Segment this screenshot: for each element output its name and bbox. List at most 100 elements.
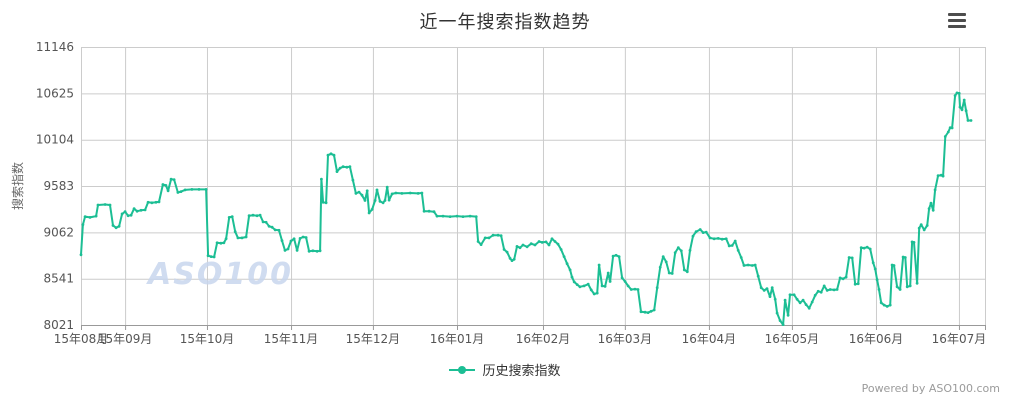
data-point — [212, 255, 216, 259]
data-point — [135, 209, 139, 213]
data-point — [448, 215, 452, 219]
data-point — [919, 223, 923, 227]
y-axis-title: 搜索指数 — [10, 162, 25, 210]
data-point — [762, 289, 766, 292]
data-point — [304, 236, 308, 239]
data-point — [289, 239, 293, 243]
data-point — [338, 166, 342, 170]
data-point — [111, 224, 115, 227]
data-point — [664, 260, 668, 264]
data-point — [912, 241, 916, 244]
data-point — [682, 268, 686, 272]
data-point — [724, 237, 728, 241]
data-point — [81, 223, 85, 227]
data-point — [712, 237, 716, 241]
data-point — [807, 306, 811, 310]
data-point — [332, 153, 336, 157]
data-point — [483, 236, 487, 240]
data-point — [856, 282, 860, 286]
x-axis-tick-label: 15年10月 — [180, 332, 235, 346]
data-point — [164, 184, 168, 187]
data-point — [298, 237, 302, 240]
data-point — [215, 241, 219, 245]
legend-line-icon — [449, 365, 476, 375]
data-point — [925, 224, 929, 227]
data-point — [629, 288, 633, 291]
data-point — [611, 254, 615, 258]
data-point — [816, 289, 820, 293]
x-axis-tick-label: 15年11月 — [264, 332, 319, 346]
data-point — [592, 292, 596, 296]
data-point — [103, 203, 107, 206]
data-point — [540, 241, 544, 244]
data-point — [882, 303, 886, 307]
data-point — [363, 199, 367, 202]
data-point — [244, 235, 248, 239]
data-point — [476, 240, 480, 243]
data-point — [320, 177, 323, 181]
data-point — [646, 311, 650, 314]
data-point — [553, 240, 557, 243]
data-point — [258, 213, 262, 217]
data-point — [108, 203, 112, 207]
data-point — [838, 276, 842, 280]
data-point — [321, 200, 325, 204]
data-point — [190, 188, 194, 191]
data-point — [964, 109, 968, 113]
data-point — [773, 297, 777, 301]
data-point — [114, 226, 118, 230]
data-point — [578, 285, 582, 289]
data-point — [351, 178, 355, 182]
data-point — [786, 313, 790, 317]
data-point — [716, 237, 720, 240]
data-point — [117, 224, 121, 228]
data-point — [161, 183, 165, 186]
data-point — [209, 255, 213, 258]
data-point — [649, 309, 653, 313]
data-point — [544, 240, 548, 244]
data-point — [273, 228, 277, 232]
data-point — [365, 189, 369, 193]
data-point — [946, 130, 950, 134]
data-point — [236, 236, 240, 240]
data-point — [927, 207, 931, 211]
data-point — [600, 284, 604, 288]
data-point — [505, 250, 509, 254]
data-point — [847, 256, 851, 259]
legend-item-history-index[interactable]: 历史搜索指数 — [0, 360, 1010, 379]
data-point — [879, 301, 883, 305]
data-point — [720, 237, 724, 241]
data-point — [292, 237, 296, 241]
data-point — [120, 212, 124, 216]
data-point — [435, 214, 439, 218]
data-point — [307, 249, 311, 253]
data-point — [408, 191, 412, 195]
data-point — [222, 241, 226, 245]
watermark-text: ASO100 — [146, 257, 293, 292]
data-point — [636, 288, 640, 291]
data-point — [929, 201, 933, 205]
data-point — [708, 236, 712, 240]
data-point — [348, 165, 352, 169]
data-point — [960, 108, 964, 112]
x-axis-tick-label: 15年08月 — [54, 332, 109, 346]
data-point — [491, 233, 495, 237]
data-point — [96, 203, 100, 207]
data-point — [496, 233, 500, 237]
y-axis-tick-label: 9062 — [43, 225, 74, 239]
data-point — [197, 188, 201, 191]
chart-title: 近一年搜索指数趋势 — [419, 12, 591, 33]
data-point — [966, 119, 970, 122]
data-point — [691, 234, 695, 238]
hamburger-menu-icon[interactable] — [948, 13, 966, 28]
data-point — [783, 298, 787, 302]
data-point — [416, 192, 420, 195]
data-point — [335, 170, 339, 174]
data-point — [94, 214, 98, 218]
data-point — [204, 188, 208, 191]
data-point — [915, 281, 919, 285]
data-point — [227, 216, 231, 219]
data-point — [420, 191, 424, 195]
